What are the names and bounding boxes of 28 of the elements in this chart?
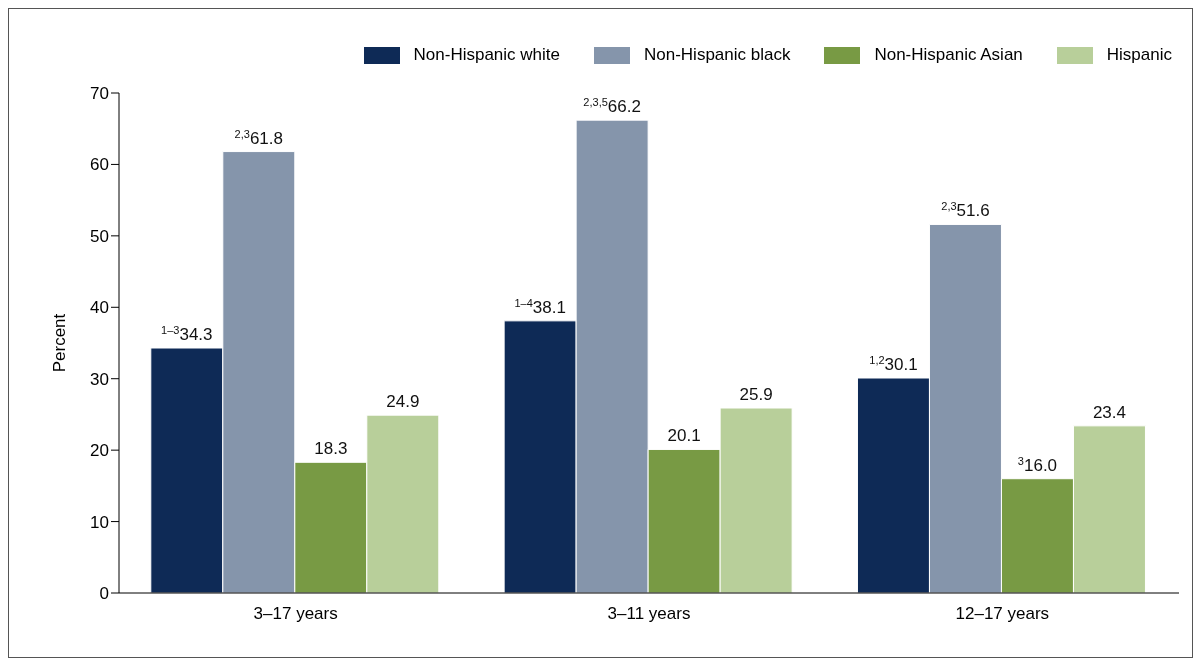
y-tick-label: 40 [90,298,109,318]
data-label: 23.4 [1092,402,1127,422]
y-tick-label: 50 [90,226,109,246]
data-label: $^{2,3}$51.6 [941,200,990,221]
data-label: $^{1–3}$34.3 [161,324,213,344]
y-tick-label: 60 [90,155,109,175]
x-tick-label: 12–17 years [955,604,1050,624]
y-tick-label: 0 [99,584,109,604]
data-label: $^{2,3}$61.8 [234,127,283,148]
x-tick-label: 3–17 years [253,604,338,624]
legend-label: Non-Hispanic black [643,45,791,65]
data-label: $^{3}$16.0 [1017,454,1058,475]
y-axis-title: Percent [50,313,70,373]
legend-label: Non-Hispanic Asian [874,45,1023,65]
y-tick-label: 20 [90,441,109,461]
legend-label: Hispanic [1106,45,1172,65]
data-label: 18.3 [314,439,348,459]
data-label: 24.9 [386,392,420,412]
y-tick-label: 10 [90,512,109,532]
data-label: $^{1–4}$38.1 [514,296,566,317]
legend-label: Non-Hispanic white [413,45,560,65]
y-tick-label: 30 [90,369,109,389]
data-label: 25.9 [739,385,773,404]
data-label: $^{1,2}$30.1 [869,354,918,374]
data-label: 20.1 [667,426,701,446]
y-tick-label: 70 [90,84,109,104]
x-tick-label: 3–11 years [607,604,691,624]
data-label: $^{2,3,5}$66.2 [583,96,641,117]
